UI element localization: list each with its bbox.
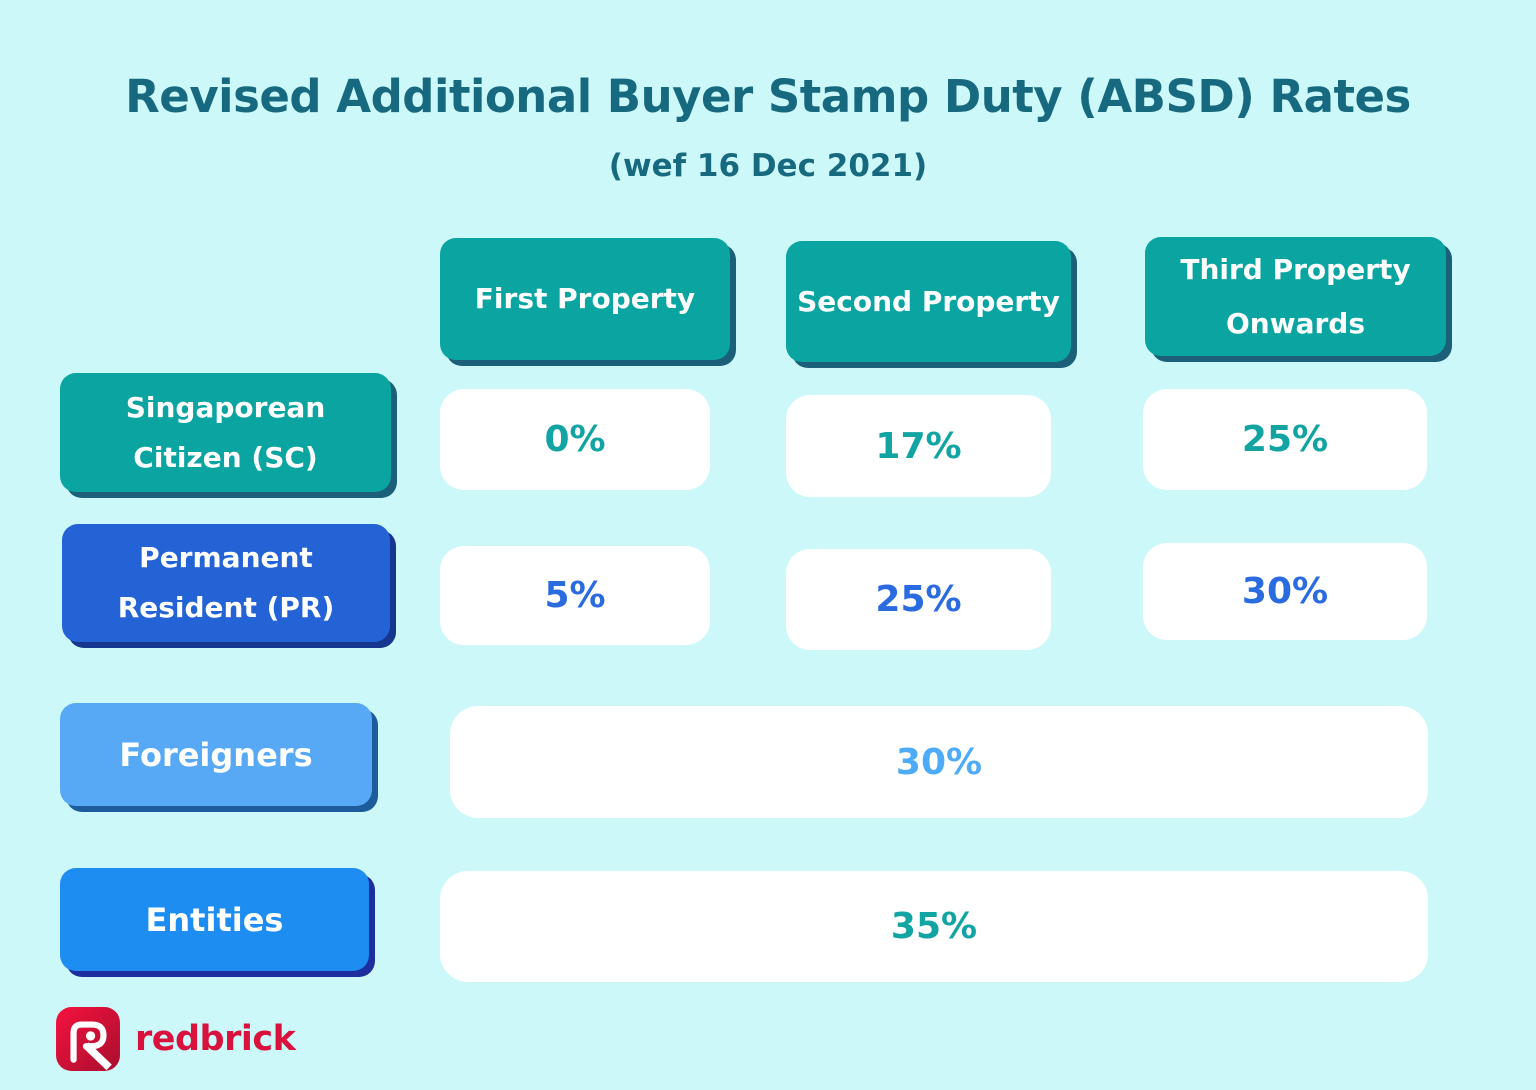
redbrick-logo-icon bbox=[55, 1006, 121, 1072]
row-header-label: Entities bbox=[145, 900, 284, 939]
column-header-label: Second Property bbox=[797, 284, 1060, 318]
row-header-label: Foreigners bbox=[119, 735, 313, 774]
column-header-label: First Property bbox=[474, 282, 696, 316]
column-header-third-property-onwards: Third Property Onwards bbox=[1145, 237, 1446, 356]
row-header-entities: Entities bbox=[60, 868, 369, 971]
column-header-second-property: Second Property bbox=[786, 241, 1071, 362]
value-cell-pr-second-property: 25% bbox=[786, 549, 1051, 650]
column-header-first-property: First Property bbox=[440, 238, 730, 360]
value-cell-sc-third-property: 25% bbox=[1143, 389, 1427, 490]
page-subtitle: (wef 16 Dec 2021) bbox=[608, 148, 928, 184]
row-header-foreigners: Foreigners bbox=[60, 703, 372, 806]
brand-logo: redbrick bbox=[55, 1006, 296, 1072]
rate-value: 30% bbox=[1241, 571, 1329, 612]
rate-value: 0% bbox=[544, 419, 606, 460]
rate-value: 17% bbox=[875, 425, 962, 467]
rate-value: 30% bbox=[895, 741, 983, 783]
value-cell-foreigners-all-properties: 30% bbox=[450, 706, 1428, 818]
rate-value: 25% bbox=[1241, 419, 1329, 460]
value-cell-pr-third-property: 30% bbox=[1143, 543, 1427, 640]
value-cell-sc-first-property: 0% bbox=[440, 389, 710, 490]
row-header-label: Singaporean Citizen (SC) bbox=[125, 390, 326, 474]
brand-wordmark: redbrick bbox=[135, 1019, 296, 1059]
page-title: Revised Additional Buyer Stamp Duty (ABS… bbox=[125, 70, 1411, 123]
column-header-label: Third Property Onwards bbox=[1180, 253, 1411, 340]
value-cell-sc-second-property: 17% bbox=[786, 395, 1051, 497]
rate-value: 5% bbox=[544, 575, 606, 616]
row-header-label: Permanent Resident (PR) bbox=[117, 541, 335, 624]
value-cell-pr-first-property: 5% bbox=[440, 546, 710, 645]
value-cell-entities-all-properties: 35% bbox=[440, 871, 1428, 982]
row-header-permanent-resident: Permanent Resident (PR) bbox=[62, 524, 390, 642]
rate-value: 25% bbox=[875, 579, 962, 620]
row-header-singaporean-citizen: Singaporean Citizen (SC) bbox=[60, 373, 391, 492]
rate-value: 35% bbox=[890, 906, 978, 947]
